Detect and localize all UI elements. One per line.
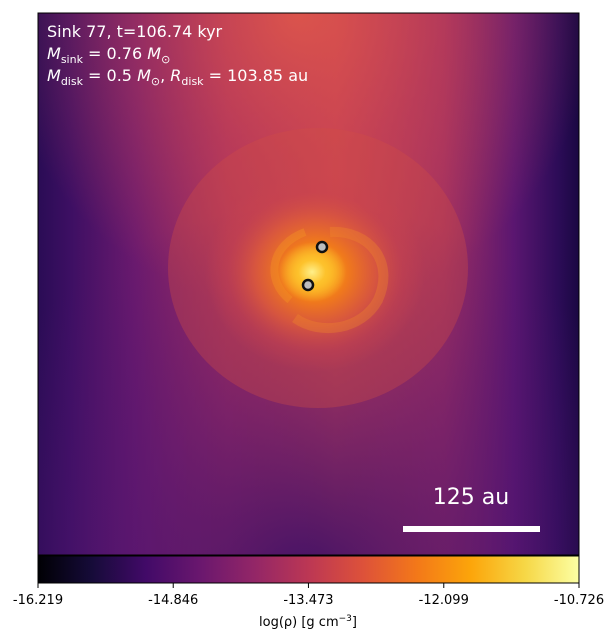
mdisk-symbol: M (47, 66, 61, 85)
colorbar-label-exp: −3 (339, 614, 352, 624)
colorbar-tick-label: -16.219 (13, 593, 63, 608)
colorbar-gradient (37, 555, 580, 584)
rdisk-unit: au (288, 66, 308, 85)
colorbar-ticks: -16.219 -14.846 -13.473 -12.099 -10.726 (13, 583, 604, 608)
mdisk-unit: M (137, 66, 151, 85)
scale-bar-line (403, 526, 540, 532)
sink-mass-label: Msink = 0.76 M⊙ (47, 44, 170, 66)
colorbar-label-main: log(ρ) [g cm (259, 615, 339, 630)
colorbar: -16.219 -14.846 -13.473 -12.099 -10.726 log(… (13, 555, 604, 630)
msink-unit-sub: ⊙ (161, 53, 170, 66)
sink-time-label: Sink 77, t=106.74 kyr (47, 22, 223, 41)
colorbar-tick-label: -14.846 (148, 593, 198, 608)
scale-bar: 125 au (403, 485, 540, 532)
rdisk-value: 103.85 (227, 66, 283, 85)
disk-props-label: Mdisk = 0.5 M⊙, Rdisk = 103.85 au (47, 66, 308, 88)
msink-subscript: sink (61, 53, 84, 66)
mdisk-subscript: disk (61, 75, 84, 88)
rdisk-subscript: disk (181, 75, 204, 88)
colorbar-tick-label: -13.473 (283, 593, 333, 608)
msink-value: 0.76 (107, 44, 143, 63)
colorbar-tick-label: -12.099 (419, 593, 469, 608)
msink-unit: M (147, 44, 161, 63)
msink-symbol: M (47, 44, 61, 63)
colorbar-label-end: ] (352, 615, 357, 630)
colorbar-tick-label: -10.726 (554, 593, 604, 608)
mdisk-value: 0.5 (107, 66, 132, 85)
info-panel: Sink 77, t=106.74 kyr Msink = 0.76 M⊙ Md… (47, 22, 308, 88)
sink-marker-b (301, 278, 315, 292)
scale-bar-label: 125 au (433, 485, 509, 510)
plot-frame (37, 12, 580, 556)
sink-marker-a (315, 240, 329, 254)
colorbar-label: log(ρ) [g cm−3] (259, 614, 357, 630)
mdisk-unit-sub: ⊙ (151, 75, 160, 88)
